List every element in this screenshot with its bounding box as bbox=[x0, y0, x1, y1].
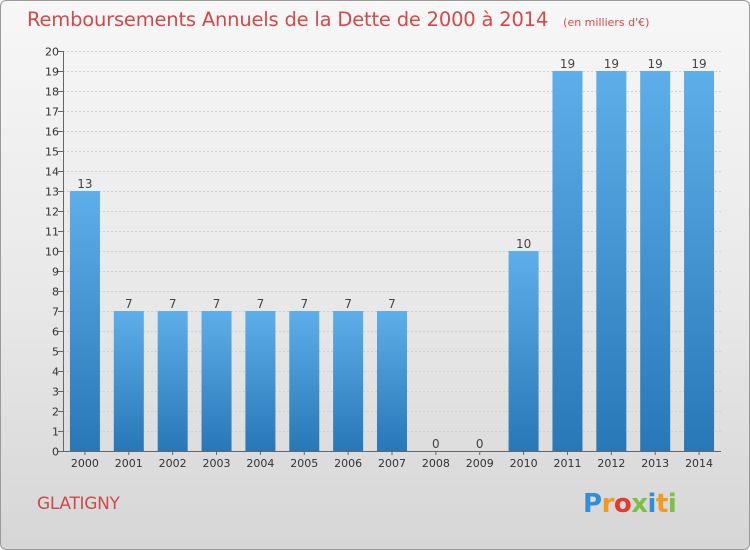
x-tick-label: 2007 bbox=[378, 457, 406, 470]
bars bbox=[69, 71, 715, 451]
y-tick-label: 5 bbox=[52, 346, 59, 359]
data-label: 7 bbox=[344, 297, 352, 311]
data-label: 7 bbox=[213, 297, 221, 311]
x-tick-label: 2013 bbox=[641, 457, 669, 470]
y-tick-label: 20 bbox=[45, 46, 59, 59]
x-tick-label: 2009 bbox=[466, 457, 494, 470]
y-tick-label: 3 bbox=[52, 386, 59, 399]
bar-2012 bbox=[596, 71, 627, 451]
x-tick-label: 2010 bbox=[510, 457, 538, 470]
bar-2002 bbox=[157, 311, 188, 451]
bar-2011 bbox=[552, 71, 583, 451]
bar-2013 bbox=[640, 71, 671, 451]
data-labels: 13 7 7 7 7 7 7 7 0 0 10 19 19 19 19 bbox=[77, 57, 706, 451]
x-tick-label: 2012 bbox=[597, 457, 625, 470]
data-label: 13 bbox=[77, 177, 92, 191]
bar-2004 bbox=[245, 311, 276, 451]
y-tick-label: 8 bbox=[52, 286, 59, 299]
y-tick-label: 19 bbox=[45, 66, 59, 79]
data-label: 19 bbox=[604, 57, 619, 71]
bar-2010 bbox=[508, 251, 539, 451]
y-tick-label: 2 bbox=[52, 406, 59, 419]
data-label: 0 bbox=[476, 437, 484, 451]
data-label: 7 bbox=[300, 297, 308, 311]
data-label: 7 bbox=[257, 297, 265, 311]
y-tick-label: 14 bbox=[45, 166, 59, 179]
data-label: 19 bbox=[648, 57, 663, 71]
bar-2014 bbox=[684, 71, 715, 451]
bar-2006 bbox=[333, 311, 364, 451]
y-tick-label: 11 bbox=[45, 226, 59, 239]
y-tick-label: 13 bbox=[45, 186, 59, 199]
y-tick-label: 7 bbox=[52, 306, 59, 319]
bar-2000 bbox=[69, 191, 100, 451]
x-tick-label: 2008 bbox=[422, 457, 450, 470]
data-label: 10 bbox=[516, 237, 531, 251]
y-tick-label: 4 bbox=[52, 366, 59, 379]
y-tick-label: 10 bbox=[45, 246, 59, 259]
y-tick-label: 1 bbox=[52, 426, 59, 439]
proxiti-logo[interactable]: Proxiti bbox=[583, 489, 677, 519]
data-label: 7 bbox=[169, 297, 177, 311]
commune-name: GLATIGNY bbox=[37, 494, 120, 514]
y-tick-label: 17 bbox=[45, 106, 59, 119]
x-tick-label: 2002 bbox=[159, 457, 187, 470]
y-tick-label: 6 bbox=[52, 326, 59, 339]
bar-2003 bbox=[201, 311, 232, 451]
data-label: 7 bbox=[125, 297, 133, 311]
y-tick-label: 9 bbox=[52, 266, 59, 279]
title-unit: (en milliers d'€) bbox=[563, 16, 650, 29]
y-tick-label: 18 bbox=[45, 86, 59, 99]
bar-2005 bbox=[289, 311, 320, 451]
data-label: 7 bbox=[388, 297, 396, 311]
x-tick-label: 2014 bbox=[685, 457, 713, 470]
x-tick-label: 2006 bbox=[334, 457, 362, 470]
x-tick-label: 2011 bbox=[553, 457, 581, 470]
y-tick-label: 15 bbox=[45, 146, 59, 159]
data-label: 0 bbox=[432, 437, 440, 451]
bar-2007 bbox=[377, 311, 407, 451]
x-tick-label: 2003 bbox=[203, 457, 231, 470]
y-tick-label: 12 bbox=[45, 206, 59, 219]
x-tick-label: 2005 bbox=[290, 457, 318, 470]
chart-title: Remboursements Annuels de la Dette de 20… bbox=[27, 8, 649, 31]
title-text: Remboursements Annuels de la Dette de 20… bbox=[27, 8, 549, 31]
y-tick-label: 0 bbox=[52, 446, 59, 459]
x-tick-label: 2004 bbox=[246, 457, 274, 470]
x-tick-label: 2000 bbox=[71, 457, 99, 470]
bar-2001 bbox=[113, 311, 144, 451]
x-tick-label: 2001 bbox=[115, 457, 143, 470]
data-label: 19 bbox=[691, 57, 706, 71]
data-label: 19 bbox=[560, 57, 575, 71]
y-tick-label: 16 bbox=[45, 126, 59, 139]
